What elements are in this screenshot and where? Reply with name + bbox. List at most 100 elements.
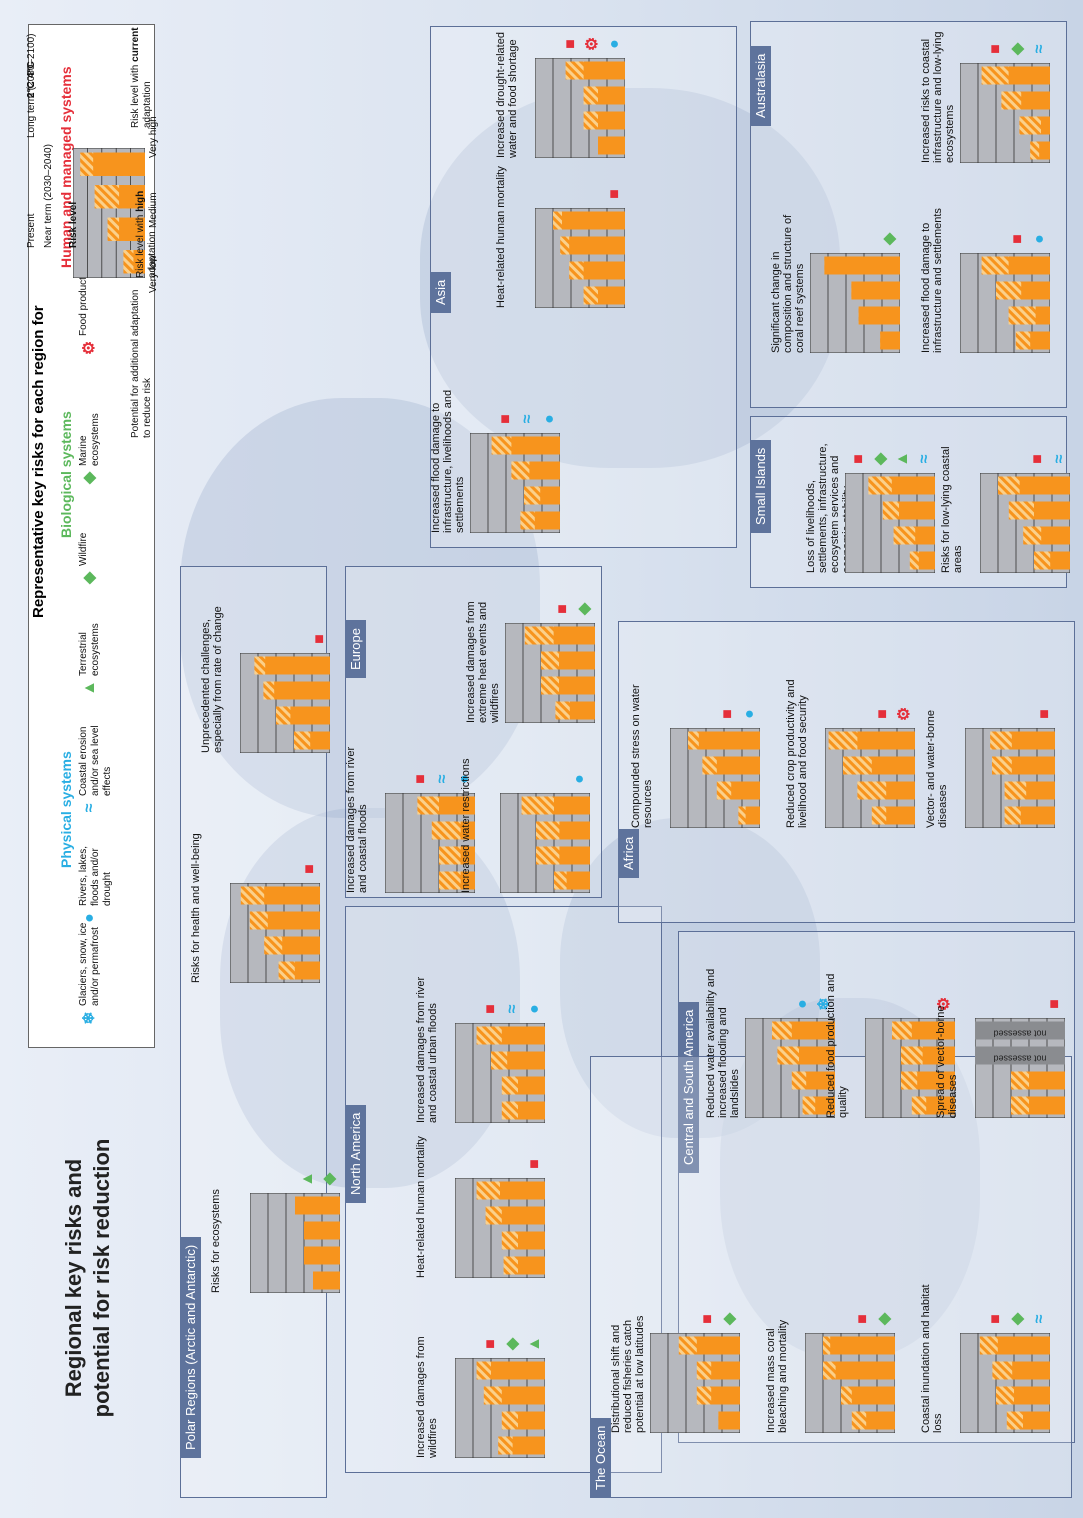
chart-af-water-bar-current-adaptation	[745, 806, 760, 825]
chart-polar-unprec-bar-current-adaptation	[310, 731, 330, 750]
chart-aus-coast-bar-current-adaptation	[1021, 91, 1050, 110]
marine-icon: ◆	[872, 452, 889, 466]
tab-australasia: Australasia	[750, 45, 771, 126]
chart-csa-vector-not-assessed-label: not assessed	[993, 1029, 1046, 1039]
chart-aus-coral-bar-current-adaptation	[858, 306, 900, 325]
chart-eu-heat-chart	[505, 623, 595, 723]
chart-na-fire-label: Increased damages from wildfires	[415, 1336, 439, 1458]
title-line-1: Regional key risks and	[61, 1158, 86, 1398]
tab-small-islands: Small Islands	[750, 439, 771, 533]
chart-si-coast-bar-current-adaptation	[1050, 551, 1070, 570]
chart-oc-fish-bar-current-adaptation	[711, 1386, 740, 1405]
chart-af-water-bar-current-adaptation	[731, 781, 760, 800]
chart-asia-drought-bar-current-adaptation	[598, 86, 625, 105]
chart-af-vector-label: Vector- and water-borne diseases	[925, 709, 949, 828]
chart-af-vector-bar-current-adaptation	[1011, 756, 1055, 775]
chart-polar-unprec-bar-current-adaptation	[265, 656, 330, 675]
chart-csa-food-plot-bg	[865, 1018, 955, 1118]
chart-aus-coral-bar-current-adaptation	[851, 281, 900, 300]
chart-na-flood-chart	[455, 1023, 545, 1123]
livelihoods-icon: ■	[562, 39, 579, 49]
chart-af-vector-bar-current-adaptation	[1011, 731, 1055, 750]
legend-example-bar-current-adaptation	[119, 185, 145, 209]
chart-oc-coral-chart	[805, 1333, 895, 1433]
rivers-icon: ●	[81, 913, 98, 923]
chart-eu-flood-plot-bg	[385, 793, 475, 893]
chart-na-fire-bar-current-adaptation	[491, 1361, 545, 1380]
figure-title: Regional key risks and potential for ris…	[60, 1038, 116, 1518]
chart-oc-coral-plot-bg	[805, 1333, 895, 1433]
legend-example-plot-bg	[73, 148, 145, 278]
chart-asia-flood-chart	[470, 433, 560, 533]
coastal-icon: ≈	[1051, 454, 1068, 464]
coastal-icon: ≈	[519, 414, 536, 424]
chart-eu-heat-bar-current-adaptation	[569, 701, 595, 720]
coastal-icon: ≈	[1031, 1314, 1048, 1324]
chart-na-flood-bar-current-adaptation	[501, 1026, 545, 1045]
coastal-icon: ≈	[1031, 44, 1048, 54]
chart-na-heat-plot-bg	[455, 1178, 545, 1278]
wildfire-icon: ◆	[504, 1337, 521, 1351]
chart-csa-vector-label: Spread of vector-borne diseases	[935, 1005, 959, 1118]
legend-present: Present	[26, 213, 37, 248]
chart-asia-drought-chart	[535, 58, 625, 158]
livelihoods-icon: ■	[719, 709, 736, 719]
chart-csa-water-bar-current-adaptation	[815, 1096, 835, 1115]
chart-si-loss-bar-current-adaptation	[918, 551, 935, 570]
chart-af-vector-bar-current-adaptation	[1026, 781, 1055, 800]
chart-asia-flood-bar-current-adaptation	[529, 461, 560, 480]
chart-af-crop-chart	[825, 728, 915, 828]
chart-polar-health-bar-current-adaptation	[264, 886, 320, 905]
rivers-icon: ●	[571, 774, 588, 784]
marine-icon: ◆	[876, 1312, 893, 1326]
chart-aus-coast-label: Increased risks to coastal infrastructur…	[920, 31, 956, 163]
tab-north-america: North America	[345, 1104, 366, 1203]
chart-eu-water-bar-current-adaptation	[554, 796, 590, 815]
livelihoods-icon: ■	[1036, 709, 1053, 719]
legend-item-coastal: Coastal erosion and/or sea level effects	[78, 725, 113, 796]
chart-eu-heat-bar-current-adaptation	[553, 626, 595, 645]
chart-aus-flood-chart	[960, 253, 1050, 353]
legend-high: Risk level with high adaptation	[135, 190, 158, 278]
livelihoods-icon: ■	[301, 864, 318, 874]
chart-aus-coast-chart	[960, 63, 1050, 163]
legend-example-bar-current-adaptation	[93, 152, 145, 176]
chart-oc-coral-bar-current-adaptation	[851, 1386, 895, 1405]
chart-eu-heat-bar-current-adaptation	[559, 651, 595, 670]
chart-oc-coral-bar-current-adaptation	[830, 1336, 895, 1355]
livelihoods-icon: ■	[482, 1339, 499, 1349]
chart-csa-food-bar-current-adaptation	[917, 1071, 955, 1090]
chart-oc-coast-plot-bg	[960, 1333, 1050, 1433]
terrestrial-icon: ▲	[894, 451, 911, 467]
chart-csa-water-bar-current-adaptation	[806, 1071, 835, 1090]
chart-si-coast-plot-bg	[980, 473, 1070, 573]
chart-af-crop-bar-current-adaptation	[857, 731, 915, 750]
chart-oc-fish-bar-current-adaptation	[696, 1336, 740, 1355]
chart-na-heat-chart	[455, 1178, 545, 1278]
marine-icon: ◆	[721, 1312, 738, 1326]
chart-asia-drought-label: Increased drought-related water and food…	[495, 32, 519, 158]
chart-csa-food-label: Reduced food production and quality	[825, 973, 849, 1118]
chart-csa-food-bar-current-adaptation	[911, 1021, 955, 1040]
livelihoods-icon: ■	[311, 634, 328, 644]
chart-eu-water-label: Increased water restrictions	[460, 758, 472, 894]
chart-oc-coral-bar-current-adaptation	[866, 1411, 895, 1430]
legend-example-bar-current-adaptation	[133, 250, 145, 274]
chart-aus-flood-plot-bg	[960, 253, 1050, 353]
chart-na-fire-bar-current-adaptation	[518, 1411, 545, 1430]
legend-biological-title: Biological systems	[58, 411, 74, 538]
livelihoods-icon: ■	[850, 454, 867, 464]
livelihoods-icon: ■	[482, 1004, 499, 1014]
chart-af-vector-chart	[965, 728, 1055, 828]
marine-icon: ◆	[81, 471, 98, 485]
chart-polar-health-bar-current-adaptation	[282, 936, 320, 955]
chart-oc-coral-bar-current-adaptation	[835, 1361, 895, 1380]
chart-aus-coast-plot-bg	[960, 63, 1050, 163]
chart-polar-eco-chart	[250, 1193, 340, 1293]
chart-si-loss-plot-bg	[845, 473, 935, 573]
terrestrial-icon: ▲	[299, 1171, 316, 1187]
chart-polar-eco-bar-current-adaptation	[304, 1221, 340, 1240]
marine-icon: ◆	[321, 1172, 338, 1186]
chart-polar-eco-label: Risks for ecosystems	[210, 1189, 222, 1293]
